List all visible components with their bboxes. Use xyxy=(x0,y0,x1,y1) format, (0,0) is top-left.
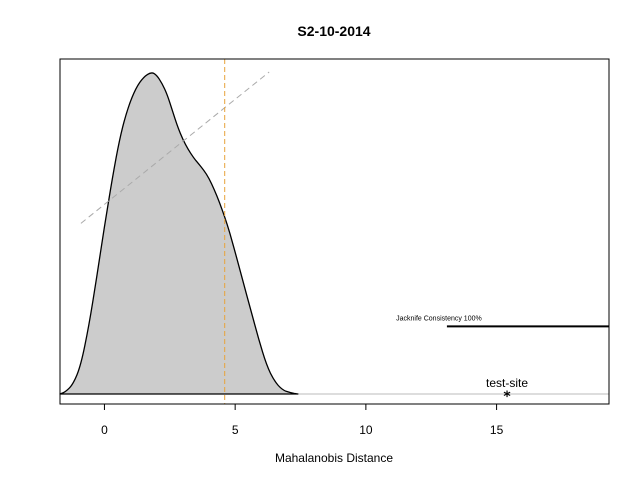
plot-frame xyxy=(59,58,610,405)
jackknife-label: Jacknife Consistency 100% xyxy=(396,315,482,322)
x-tick-label: 0 xyxy=(101,423,108,437)
density-curve xyxy=(59,72,299,395)
x-tick-label: 5 xyxy=(232,423,239,437)
reference-line xyxy=(80,71,270,224)
x-tick-label: 10 xyxy=(359,423,373,437)
test-site-label: test-site xyxy=(486,376,528,390)
chart-title: S2-10-2014 xyxy=(297,23,370,39)
x-axis: 0 5 10 15 xyxy=(101,404,504,437)
plot-area: Jacknife Consistency 100% *test-site xyxy=(59,59,609,405)
x-tick-label: 15 xyxy=(490,423,504,437)
test-site-marker: * xyxy=(503,389,511,405)
x-axis-label: Mahalanobis Distance xyxy=(275,451,393,465)
